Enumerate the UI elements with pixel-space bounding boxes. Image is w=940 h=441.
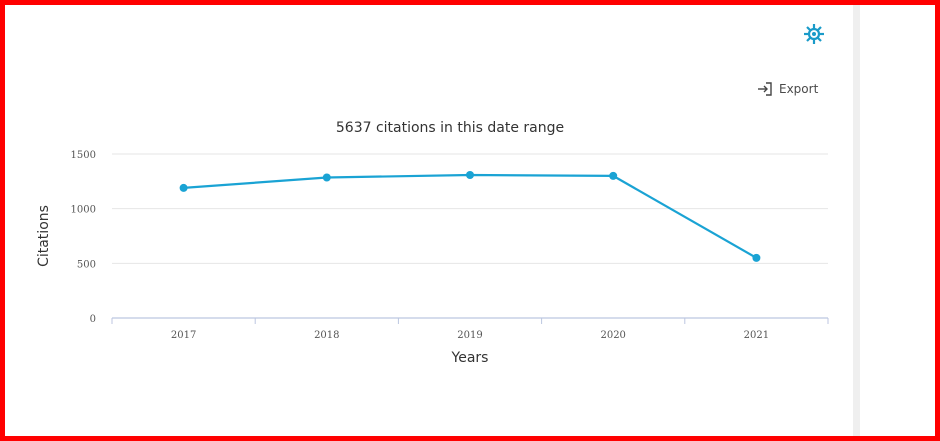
data-point[interactable]	[609, 171, 618, 180]
y-tick-label: 1000	[71, 205, 96, 216]
citations-panel	[5, 5, 853, 436]
chart-gridlines	[112, 153, 828, 319]
data-point[interactable]	[322, 173, 331, 182]
x-tick-label: 2021	[744, 330, 769, 341]
data-point[interactable]	[752, 253, 761, 262]
right-gutter	[853, 5, 860, 436]
series-line	[183, 173, 757, 259]
x-axis-ticks: 2017 2018 2019 2020 2021	[111, 318, 829, 341]
y-tick-label: 500	[77, 259, 96, 270]
export-button[interactable]: Export	[757, 82, 818, 96]
x-tick-label: 2017	[171, 330, 196, 341]
settings-gear-icon[interactable]	[802, 22, 826, 46]
export-label: Export	[779, 82, 819, 96]
x-tick-label: 2018	[314, 330, 339, 341]
y-axis-label: Citations	[36, 205, 52, 267]
export-icon	[758, 82, 772, 96]
data-point[interactable]	[179, 183, 188, 192]
series-citations	[179, 170, 761, 262]
chart-title: 5637 citations in this date range	[336, 120, 564, 136]
data-point[interactable]	[466, 170, 474, 179]
y-axis-ticks: 0 500 1000 1500	[71, 150, 96, 325]
x-tick-label: 2020	[600, 330, 625, 341]
x-tick-label: 2019	[457, 330, 482, 341]
x-axis-label: Years	[451, 350, 489, 366]
y-tick-label: 1500	[71, 150, 96, 161]
y-tick-label: 0	[90, 314, 96, 325]
gear-icon	[804, 24, 824, 44]
